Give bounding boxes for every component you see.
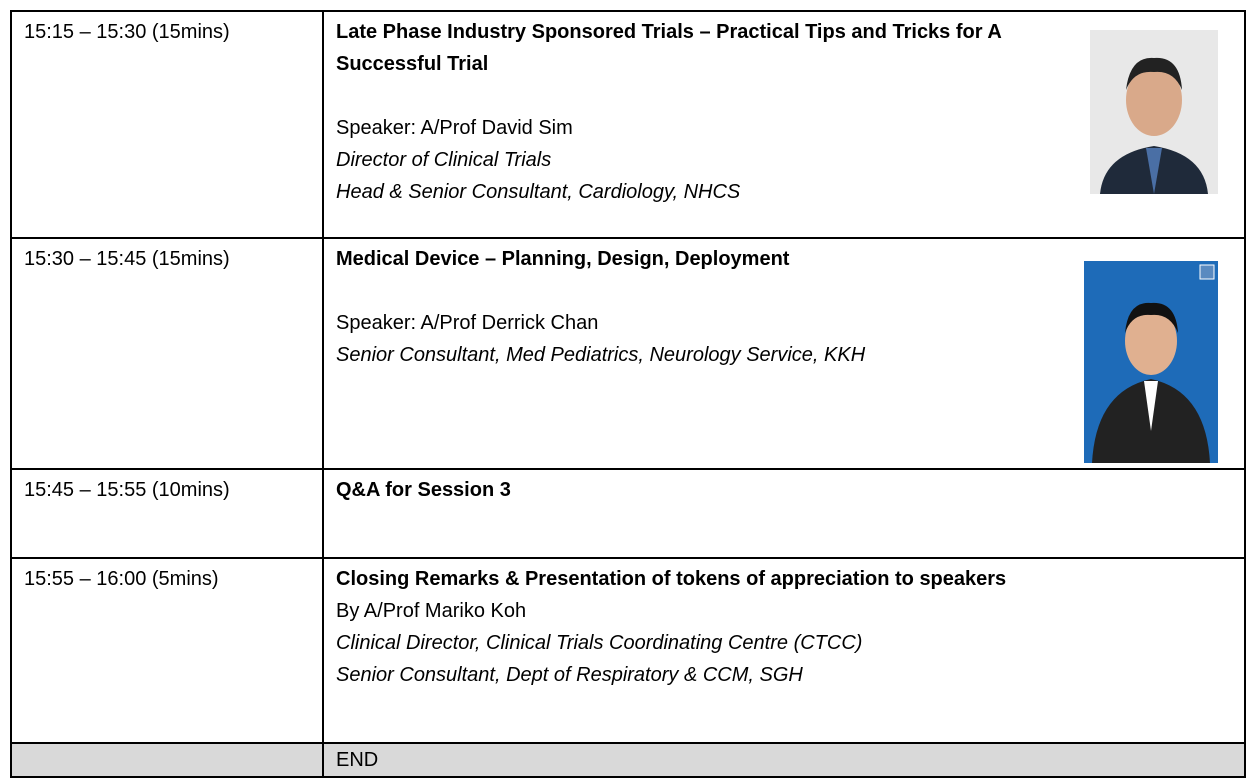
speaker-role: Head & Senior Consultant, Cardiology, NH… bbox=[336, 181, 741, 203]
time-cell: 15:30 – 15:45 (15mins) bbox=[10, 237, 324, 470]
session-cell: Closing Remarks & Presentation of tokens… bbox=[322, 557, 1246, 744]
session-title: Medical Device – Planning, Design, Deplo… bbox=[336, 248, 790, 270]
time-cell bbox=[10, 742, 324, 778]
time-cell: 15:45 – 15:55 (10mins) bbox=[10, 468, 324, 559]
session-title: Late Phase Industry Sponsored Trials – P… bbox=[336, 21, 1002, 75]
speaker: Speaker: A/Prof Derrick Chan bbox=[336, 312, 599, 334]
speaker-role: Senior Consultant, Dept of Respiratory &… bbox=[336, 664, 803, 686]
agenda-row: 15:55 – 16:00 (5mins) Closing Remarks & … bbox=[10, 557, 1246, 744]
session-cell: END bbox=[322, 742, 1246, 778]
agenda-row: 15:30 – 15:45 (15mins) Medical Device – … bbox=[10, 237, 1246, 470]
speaker-role: Senior Consultant, Med Pediatrics, Neuro… bbox=[336, 344, 866, 366]
speaker: By A/Prof Mariko Koh bbox=[336, 600, 527, 622]
agenda-row: 15:15 – 15:30 (15mins) Late Phase Indust… bbox=[10, 10, 1246, 239]
speaker-photo bbox=[1090, 30, 1218, 194]
session-cell: Q&A for Session 3 bbox=[322, 468, 1246, 559]
speaker-photo bbox=[1084, 261, 1218, 463]
session-title: Q&A for Session 3 bbox=[336, 479, 511, 501]
time-cell: 15:55 – 16:00 (5mins) bbox=[10, 557, 324, 744]
agenda-row: 15:45 – 15:55 (10mins) Q&A for Session 3 bbox=[10, 468, 1246, 559]
speaker-role: Director of Clinical Trials bbox=[336, 149, 552, 171]
session-cell: Late Phase Industry Sponsored Trials – P… bbox=[322, 10, 1246, 239]
session-cell: Medical Device – Planning, Design, Deplo… bbox=[322, 237, 1246, 470]
speaker-role: Clinical Director, Clinical Trials Coord… bbox=[336, 632, 863, 654]
speaker: Speaker: A/Prof David Sim bbox=[336, 117, 573, 139]
time-cell: 15:15 – 15:30 (15mins) bbox=[10, 10, 324, 239]
end-label: END bbox=[336, 749, 379, 771]
agenda-table: 15:15 – 15:30 (15mins) Late Phase Indust… bbox=[10, 10, 1246, 778]
session-title: Closing Remarks & Presentation of tokens… bbox=[336, 568, 1007, 590]
agenda-row: END bbox=[10, 742, 1246, 778]
